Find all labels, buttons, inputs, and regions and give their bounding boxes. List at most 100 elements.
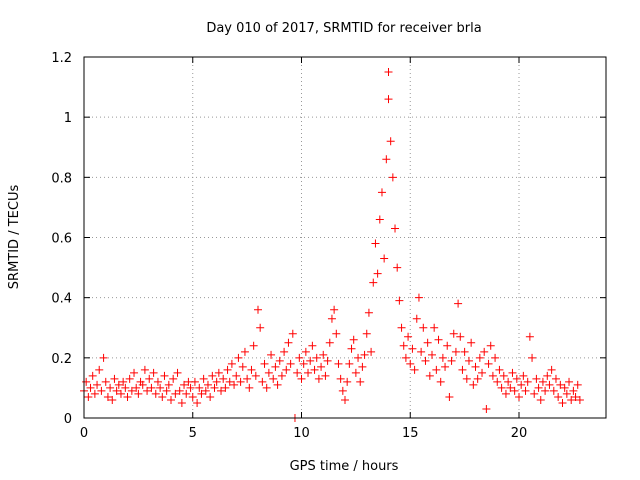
data-point [321,371,330,380]
data-point [458,365,467,374]
data-point [99,353,108,362]
data-point [221,383,230,392]
data-point [271,362,280,371]
data-point [499,371,508,380]
data-point [488,371,497,380]
data-point [234,353,243,362]
data-point [495,365,504,374]
data-point [338,386,347,395]
data-point [227,359,236,368]
data-point [160,371,169,380]
data-point [304,368,313,377]
data-point [491,353,500,362]
data-point [504,377,513,386]
data-point [145,374,154,383]
data-point [343,377,352,386]
data-point [82,377,91,386]
data-point [567,395,576,404]
x-tick-label: 20 [511,426,528,441]
y-axis-label: SRMTID / TECUs [7,185,22,290]
data-point [295,353,304,362]
data-point [543,371,552,380]
data-point [351,368,360,377]
data-point [182,389,191,398]
data-point [247,365,256,374]
data-point [349,335,358,344]
data-point [269,374,278,383]
data-point [519,371,528,380]
data-point [341,395,349,404]
data-point [456,332,465,341]
data-point [460,347,469,356]
data-point [125,374,134,383]
x-tick-label: 5 [189,426,197,441]
data-point [256,323,265,332]
data-point [367,347,376,356]
data-point [419,323,428,332]
data-point [438,353,447,362]
data-point [123,392,132,401]
data-point [436,377,445,386]
data-point [206,392,215,401]
data-point [297,374,306,383]
data-point [467,338,476,347]
data-point [482,404,491,413]
data-point [240,347,249,356]
data-point [471,362,480,371]
data-point [138,380,147,389]
data-point [560,383,569,392]
data-point [534,383,543,392]
data-point [264,368,273,377]
data-point [325,338,334,347]
y-tick-label: 0 [64,412,72,427]
data-point [449,329,458,338]
data-point [199,374,208,383]
data-point [284,338,293,347]
data-point [317,362,326,371]
data-point [571,392,580,401]
data-point [497,383,506,392]
plot-frame [83,56,607,419]
data-point [251,371,260,380]
data-point [245,383,254,392]
data-point [143,386,152,395]
data-point [288,329,297,338]
data-point [473,374,482,383]
data-point [380,254,389,263]
data-point [377,188,386,197]
data-point [299,359,308,368]
data-point [469,380,478,389]
data-point [486,341,495,350]
data-point [158,392,167,401]
data-point [180,380,189,389]
data-point [306,356,315,365]
data-point [334,359,343,368]
data-point [371,239,380,248]
data-point [388,173,397,182]
data-point [478,368,487,377]
data-point [90,389,99,398]
data-point [273,380,282,389]
data-point [97,386,106,395]
data-point [565,377,574,386]
y-tick-label: 1.2 [51,51,72,66]
data-point [156,383,165,392]
data-point [232,371,241,380]
data-point [197,389,206,398]
data-point [454,299,463,308]
data-point [171,389,180,398]
data-point [530,389,539,398]
data-point [319,350,328,359]
data-point [175,386,184,395]
data-point [551,374,560,383]
grid [84,57,606,418]
data-point [517,380,526,389]
data-point [219,374,228,383]
data-point [554,392,563,401]
data-point [86,383,95,392]
data-point [84,392,93,401]
data-point [173,368,182,377]
data-point [177,398,186,407]
data-point [332,329,341,338]
data-point [323,356,332,365]
